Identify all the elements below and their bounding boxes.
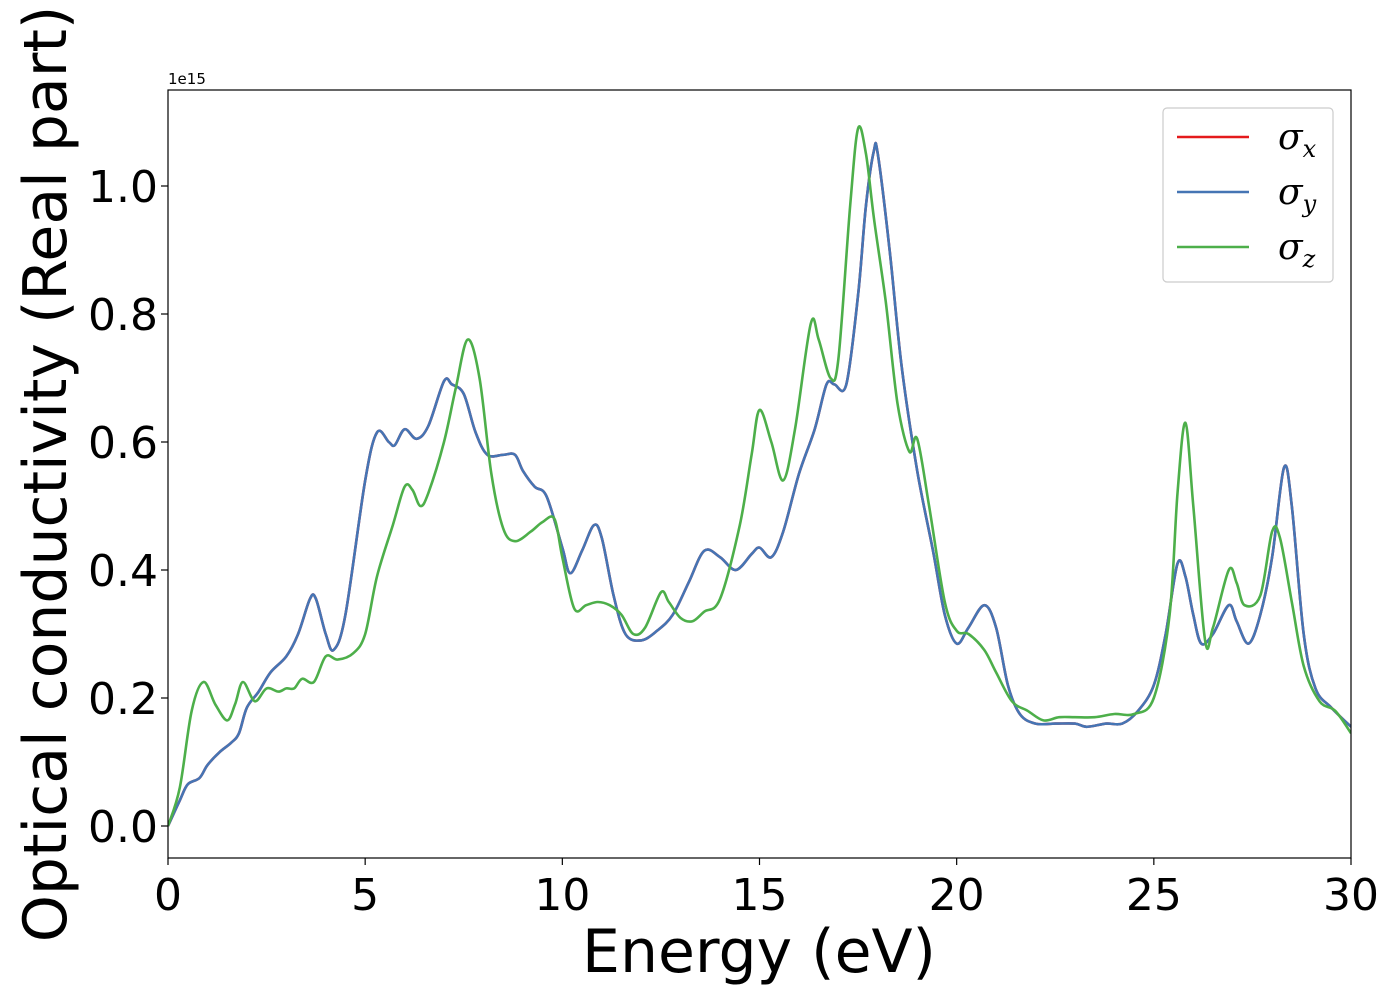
x-axis: 0 5 10 15 20 25 30 — [154, 858, 1379, 921]
y-tick-label: 0.0 — [88, 802, 158, 853]
x-tick-label: 20 — [929, 870, 985, 921]
plot-area — [168, 125, 1351, 827]
y-tick-label: 0.8 — [88, 290, 158, 341]
x-tick-label: 0 — [154, 870, 182, 921]
y-offset-label: 1e15 — [168, 70, 206, 88]
y-axis: 0.0 0.2 0.4 0.6 0.8 1.0 — [88, 162, 168, 853]
x-tick-label: 10 — [534, 870, 590, 921]
x-tick-label: 15 — [732, 870, 788, 921]
x-tick-label: 30 — [1323, 870, 1379, 921]
x-tick-label: 25 — [1126, 870, 1182, 921]
y-tick-label: 0.6 — [88, 418, 158, 469]
y-axis-label: Optical conductivity (Real part) — [11, 6, 81, 943]
x-tick-label: 5 — [351, 870, 379, 921]
series-line-z — [168, 125, 1351, 827]
series-line-y — [168, 141, 1351, 827]
legend-box — [1162, 107, 1334, 283]
y-tick-label: 1.0 — [88, 162, 158, 213]
x-axis-label: Energy (eV) — [582, 917, 936, 987]
y-tick-label: 0.4 — [88, 546, 158, 597]
y-tick-label: 0.2 — [88, 674, 158, 725]
